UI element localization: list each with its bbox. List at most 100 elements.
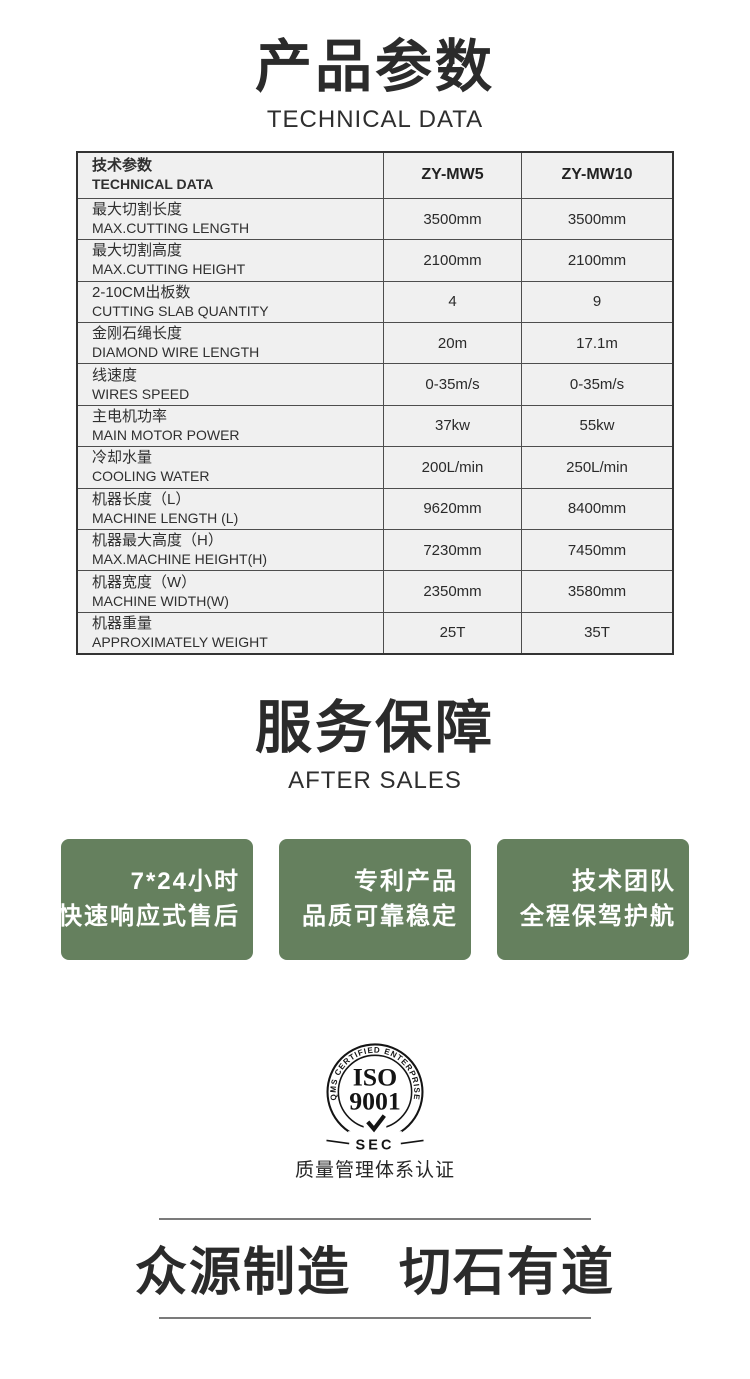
spec-value-mw10: 3500mm <box>521 198 672 240</box>
table-row: 机器重量 APPROXIMATELY WEIGHT 25T 35T <box>78 611 672 654</box>
card-line1: 技术团队 <box>572 868 676 896</box>
spec-value-mw5: 9620mm <box>383 488 521 529</box>
spec-value-mw10: 7450mm <box>521 529 672 571</box>
spec-value-mw10: 250L/min <box>521 447 672 488</box>
spec-label-cn: 机器最大高度（H） <box>92 532 223 550</box>
card-line2: 快速响应式售后 <box>58 903 240 931</box>
spec-label-cell: 最大切割高度 MAX.CUTTING HEIGHT <box>78 240 383 280</box>
card-line1: 7*24小时 <box>130 868 240 896</box>
spec-label-cell: 机器最大高度（H） MAX.MACHINE HEIGHT(H) <box>78 530 383 570</box>
badge-sec-text: SEC <box>356 1138 395 1154</box>
spec-label-en: MACHINE WIDTH(W) <box>92 592 229 609</box>
header-col-zy-mw5: ZY-MW5 <box>383 152 521 198</box>
table-header-row: 技术参数 TECHNICAL DATA ZY-MW5 ZY-MW10 <box>78 152 672 198</box>
spec-value-mw10: 2100mm <box>521 240 672 281</box>
service-card-quality: 专利产品 品质可靠稳定 <box>279 838 471 960</box>
params-title-cn: 产品参数 <box>255 35 495 99</box>
service-section-header: 服务保障 AFTER SALES <box>0 655 750 795</box>
spec-value-mw10: 9 <box>521 281 672 322</box>
spec-label-cn: 冷却水量 <box>92 449 153 467</box>
table-row: 金刚石绳长度 DIAMOND WIRE LENGTH 20m 17.1m <box>78 322 672 364</box>
spec-label-en: COOLING WATER <box>92 468 210 485</box>
spec-value-mw10: 55kw <box>521 405 672 447</box>
spec-value-mw5: 7230mm <box>383 529 521 571</box>
table-row: 主电机功率 MAIN MOTOR POWER 37kw 55kw <box>78 404 672 447</box>
table-row: 冷却水量 COOLING WATER 200L/min 250L/min <box>78 446 672 488</box>
header-label-cn: 技术参数 <box>92 157 153 175</box>
header-col-zy-mw10: ZY-MW10 <box>521 152 672 198</box>
iso-badge-block: QMS CERTIFIED ENTERPRISE ISO 9001 SEC 质量… <box>0 1030 750 1182</box>
header-label-en: TECHNICAL DATA <box>92 176 214 193</box>
table-row: 最大切割长度 MAX.CUTTING LENGTH 3500mm 3500mm <box>78 197 672 240</box>
spec-label-cn: 金刚石绳长度 <box>92 325 183 343</box>
spec-value-mw10: 8400mm <box>521 488 672 529</box>
spec-table: 技术参数 TECHNICAL DATA ZY-MW5 ZY-MW10 最大切割长… <box>76 150 674 656</box>
card-line1: 专利产品 <box>354 868 458 896</box>
spec-label-en: CUTTING SLAB QUANTITY <box>92 302 269 319</box>
spec-label-en: WIRES SPEED <box>92 385 190 402</box>
card-line2: 品质可靠稳定 <box>302 903 458 931</box>
spec-value-mw5: 3500mm <box>383 198 521 240</box>
spec-label-cn: 主电机功率 <box>92 407 168 425</box>
service-title-cn: 服务保障 <box>255 696 495 761</box>
spec-label-cell: 机器宽度（W） MACHINE WIDTH(W) <box>78 571 383 611</box>
header-label-cell: 技术参数 TECHNICAL DATA <box>78 153 383 198</box>
spec-value-mw5: 0-35m/s <box>383 364 521 405</box>
spec-label-cn: 机器长度（L） <box>92 490 191 508</box>
badge-caption: 质量管理体系认证 <box>294 1159 455 1181</box>
spec-label-en: MAX.CUTTING HEIGHT <box>92 261 246 278</box>
params-section-header: 产品参数 TECHNICAL DATA <box>0 0 750 134</box>
spec-label-cell: 主电机功率 MAIN MOTOR POWER <box>78 406 383 446</box>
spec-value-mw10: 35T <box>521 612 672 654</box>
spec-label-cell: 机器重量 APPROXIMATELY WEIGHT <box>78 613 383 653</box>
spec-label-cell: 机器长度（L） MACHINE LENGTH (L) <box>78 489 383 529</box>
spec-label-cell: 金刚石绳长度 DIAMOND WIRE LENGTH <box>78 323 383 363</box>
table-row: 线速度 WIRES SPEED 0-35m/s 0-35m/s <box>78 363 672 405</box>
spec-value-mw5: 200L/min <box>383 447 521 488</box>
spec-label-cn: 最大切割高度 <box>92 242 183 260</box>
spec-value-mw5: 2350mm <box>383 571 521 612</box>
spec-label-en: APPROXIMATELY WEIGHT <box>92 633 268 650</box>
params-title-en: TECHNICAL DATA <box>266 105 484 133</box>
spec-label-cn: 2-10CM出板数 <box>92 283 191 301</box>
spec-label-en: MAX.CUTTING LENGTH <box>92 220 250 237</box>
spec-value-mw5: 20m <box>383 323 521 364</box>
table-row: 机器长度（L） MACHINE LENGTH (L) 9620mm 8400mm <box>78 487 672 529</box>
iso-9001-badge-icon: QMS CERTIFIED ENTERPRISE ISO 9001 SEC <box>326 1043 424 1156</box>
spec-label-en: MAX.MACHINE HEIGHT(H) <box>92 551 267 568</box>
table-row: 2-10CM出板数 CUTTING SLAB QUANTITY 4 9 <box>78 280 672 322</box>
spec-value-mw10: 3580mm <box>521 571 672 612</box>
spec-label-cn: 机器宽度（W） <box>92 573 197 591</box>
spec-value-mw5: 4 <box>383 281 521 322</box>
spec-label-cell: 最大切割长度 MAX.CUTTING LENGTH <box>78 199 383 239</box>
spec-value-mw5: 2100mm <box>383 240 521 281</box>
badge-9001-text: 9001 <box>349 1086 401 1115</box>
spec-value-mw10: 0-35m/s <box>521 364 672 405</box>
spec-label-cell: 线速度 WIRES SPEED <box>78 364 383 404</box>
spec-label-en: MACHINE LENGTH (L) <box>92 509 239 526</box>
service-cards: 7*24小时 快速响应式售后 专利产品 品质可靠稳定 技术团队 全程保驾护航 <box>0 838 750 960</box>
check-icon <box>366 1114 386 1133</box>
brand-slogan: 众源制造 切石有道 <box>135 1217 613 1319</box>
table-row: 机器宽度（W） MACHINE WIDTH(W) 2350mm 3580mm <box>78 570 672 612</box>
service-title-en: AFTER SALES <box>288 766 462 794</box>
spec-label-en: DIAMOND WIRE LENGTH <box>92 344 260 361</box>
service-card-team: 技术团队 全程保驾护航 <box>497 838 689 960</box>
spec-label-en: MAIN MOTOR POWER <box>92 426 240 443</box>
spec-label-cn: 机器重量 <box>92 614 153 632</box>
card-line2: 全程保驾护航 <box>520 903 676 931</box>
spec-value-mw5: 37kw <box>383 405 521 447</box>
spec-value-mw5: 25T <box>383 612 521 654</box>
slogan-left: 众源制造 <box>134 1243 351 1302</box>
spec-label-cn: 线速度 <box>92 366 138 384</box>
slogan-right: 切石有道 <box>399 1243 616 1302</box>
table-row: 最大切割高度 MAX.CUTTING HEIGHT 2100mm 2100mm <box>78 239 672 281</box>
spec-label-cell: 2-10CM出板数 CUTTING SLAB QUANTITY <box>78 282 383 322</box>
spec-value-mw10: 17.1m <box>521 323 672 364</box>
table-row: 机器最大高度（H） MAX.MACHINE HEIGHT(H) 7230mm 7… <box>78 528 672 571</box>
spec-label-cell: 冷却水量 COOLING WATER <box>78 447 383 487</box>
badge-iso-text: ISO <box>353 1063 397 1092</box>
spec-label-cn: 最大切割长度 <box>92 201 183 219</box>
service-card-support: 7*24小时 快速响应式售后 <box>58 838 253 960</box>
